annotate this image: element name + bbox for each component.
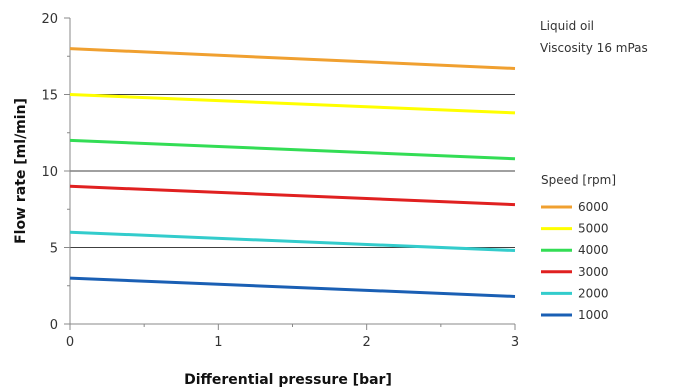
y-tick-label: 20 <box>41 12 58 27</box>
y-tick-label: 0 <box>50 318 58 333</box>
annotation-viscosity: Viscosity 16 mPas <box>540 41 648 55</box>
legend-label-6000: 6000 <box>578 200 609 214</box>
x-tick-label: 1 <box>214 335 222 350</box>
legend-label-2000: 2000 <box>578 286 609 300</box>
series-line-1000 <box>69 276 516 298</box>
series-line-6000 <box>69 47 516 70</box>
axes <box>69 18 515 325</box>
legend-label-3000: 3000 <box>578 265 609 279</box>
legend-label-4000: 4000 <box>578 243 609 257</box>
legend-label-1000: 1000 <box>578 308 609 322</box>
x-tick-label: 3 <box>511 335 519 350</box>
x-tick-label: 0 <box>66 335 74 350</box>
series-line-4000 <box>69 138 516 161</box>
x-tick-labels: 0 1 2 3 <box>66 335 519 350</box>
x-axis-title: Differential pressure [bar] <box>184 372 392 388</box>
series-line-5000 <box>69 93 516 115</box>
legend-label-5000: 5000 <box>578 222 609 236</box>
series-lines <box>69 47 516 298</box>
y-tick-label: 10 <box>41 165 58 180</box>
y-axis-title: Flow rate [ml/min] <box>13 98 29 244</box>
x-tick-label: 2 <box>363 335 371 350</box>
legend-title: Speed [rpm] <box>541 173 616 187</box>
legend: 6000 5000 4000 3000 2000 1000 <box>541 200 609 322</box>
y-tick-label: 5 <box>50 242 58 257</box>
y-tick-label: 15 <box>41 89 58 104</box>
series-line-3000 <box>69 184 516 207</box>
annotation-liquid: Liquid oil <box>540 19 594 33</box>
minor-ticks <box>64 17 516 330</box>
y-tick-labels: 0 5 10 15 20 <box>41 12 58 333</box>
series-line-2000 <box>69 230 516 253</box>
